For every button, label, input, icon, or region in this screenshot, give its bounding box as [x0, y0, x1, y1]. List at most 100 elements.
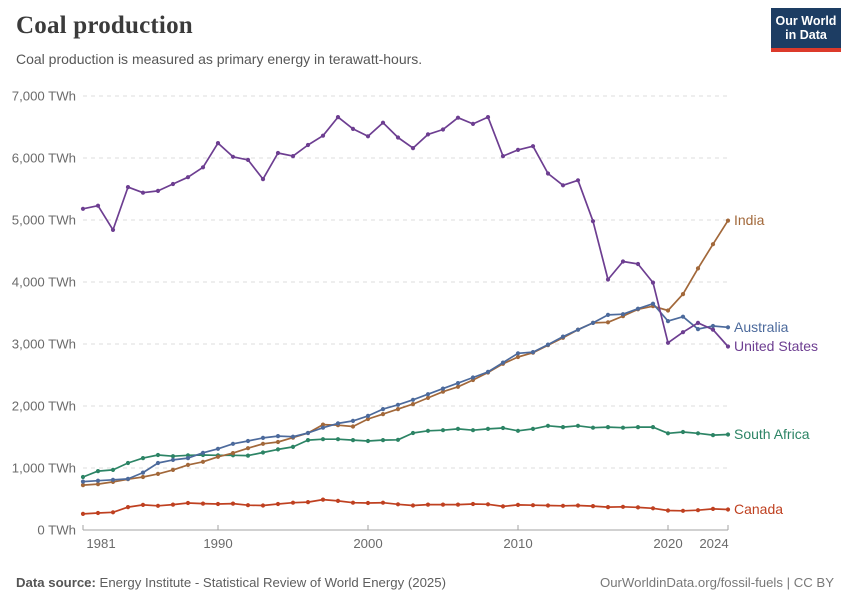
series-point-south-africa[interactable] [515, 428, 521, 433]
series-point-united-states[interactable] [200, 165, 206, 170]
series-point-united-states[interactable] [620, 259, 626, 264]
series-line-united-states[interactable] [82, 116, 729, 348]
series-point-united-states[interactable] [665, 340, 671, 345]
series-point-canada[interactable] [350, 500, 356, 505]
series-point-canada[interactable] [380, 500, 386, 505]
series-end-label-australia[interactable]: Australia [734, 319, 789, 335]
series-point-canada[interactable] [605, 505, 611, 510]
series-point-united-states[interactable] [185, 175, 191, 180]
series-line-canada[interactable] [82, 498, 729, 515]
series-point-south-africa[interactable] [500, 425, 506, 431]
series-end-label-india[interactable]: India [734, 212, 765, 228]
series-point-australia[interactable] [380, 407, 386, 412]
series-point-australia[interactable] [500, 360, 506, 365]
series-point-india[interactable] [230, 451, 236, 456]
series-point-canada[interactable] [230, 501, 236, 506]
series-point-south-africa[interactable] [695, 431, 701, 436]
series-point-south-africa[interactable] [95, 469, 101, 474]
series-point-india[interactable] [425, 395, 431, 400]
series-point-canada[interactable] [620, 504, 626, 509]
series-point-canada[interactable] [680, 508, 686, 513]
series-point-united-states[interactable] [95, 203, 101, 208]
series-point-canada[interactable] [245, 503, 251, 508]
data-source-text[interactable]: Data source: Energy Institute - Statisti… [16, 575, 446, 590]
series-point-india[interactable] [515, 354, 521, 360]
series-point-united-states[interactable] [155, 188, 161, 193]
series-point-south-africa[interactable] [275, 447, 281, 452]
series-point-south-africa[interactable] [545, 423, 551, 428]
series-point-canada[interactable] [110, 510, 116, 515]
series-point-south-africa[interactable] [470, 428, 476, 433]
series-point-australia[interactable] [395, 402, 401, 407]
series-point-united-states[interactable] [590, 219, 596, 224]
series-point-india[interactable] [185, 462, 191, 467]
series-point-canada[interactable] [410, 503, 416, 508]
series-point-canada[interactable] [170, 502, 176, 507]
series-point-south-africa[interactable] [680, 429, 686, 435]
series-point-australia[interactable] [80, 479, 86, 484]
series-point-australia[interactable] [560, 334, 566, 339]
series-point-india[interactable] [680, 292, 686, 297]
series-point-south-africa[interactable] [260, 450, 266, 455]
series-point-canada[interactable] [545, 503, 551, 508]
series-point-canada[interactable] [200, 501, 206, 506]
series-point-south-africa[interactable] [725, 432, 731, 437]
series-point-united-states[interactable] [545, 171, 551, 176]
series-point-united-states[interactable] [275, 150, 281, 156]
series-point-australia[interactable] [125, 476, 131, 481]
series-point-india[interactable] [320, 422, 326, 427]
series-point-india[interactable] [605, 320, 611, 325]
series-point-australia[interactable] [320, 425, 326, 430]
series-point-india[interactable] [350, 424, 356, 429]
series-point-australia[interactable] [530, 350, 536, 355]
series-line-india[interactable] [82, 219, 729, 486]
series-point-canada[interactable] [185, 500, 191, 506]
series-point-united-states[interactable] [110, 227, 116, 232]
series-point-united-states[interactable] [140, 190, 146, 195]
series-point-canada[interactable] [80, 511, 86, 516]
series-point-united-states[interactable] [335, 115, 341, 120]
series-point-canada[interactable] [395, 502, 401, 507]
series-point-australia[interactable] [260, 435, 266, 440]
series-point-india[interactable] [80, 483, 86, 488]
series-point-india[interactable] [395, 407, 401, 412]
series-point-canada[interactable] [485, 502, 491, 507]
series-point-united-states[interactable] [215, 141, 221, 146]
series-point-canada[interactable] [650, 506, 656, 511]
series-point-south-africa[interactable] [410, 430, 416, 436]
series-point-south-africa[interactable] [485, 426, 491, 431]
series-point-south-africa[interactable] [575, 423, 581, 428]
series-point-canada[interactable] [260, 503, 266, 508]
owid-logo[interactable]: Our World in Data [771, 8, 841, 52]
series-point-australia[interactable] [200, 450, 206, 455]
series-point-india[interactable] [200, 459, 206, 464]
series-point-australia[interactable] [680, 314, 686, 319]
series-point-united-states[interactable] [290, 154, 296, 159]
series-point-australia[interactable] [590, 320, 596, 325]
series-point-south-africa[interactable] [590, 425, 596, 430]
series-point-australia[interactable] [695, 327, 701, 332]
series-point-canada[interactable] [665, 508, 671, 513]
series-point-united-states[interactable] [125, 185, 131, 190]
series-point-australia[interactable] [170, 457, 176, 462]
series-point-india[interactable] [260, 441, 266, 446]
series-point-south-africa[interactable] [140, 456, 146, 461]
series-point-australia[interactable] [140, 470, 146, 475]
series-point-canada[interactable] [590, 504, 596, 509]
series-point-australia[interactable] [215, 446, 221, 451]
series-point-united-states[interactable] [725, 344, 731, 349]
series-point-australia[interactable] [365, 413, 371, 418]
series-point-south-africa[interactable] [620, 425, 626, 430]
series-point-united-states[interactable] [455, 115, 461, 120]
series-point-canada[interactable] [275, 501, 281, 507]
series-point-australia[interactable] [95, 478, 101, 483]
series-point-india[interactable] [380, 412, 386, 417]
series-point-australia[interactable] [440, 386, 446, 391]
series-point-canada[interactable] [695, 508, 701, 513]
series-point-australia[interactable] [605, 312, 611, 317]
series-point-south-africa[interactable] [440, 428, 446, 433]
series-point-south-africa[interactable] [605, 425, 611, 430]
series-line-australia[interactable] [82, 302, 729, 483]
series-point-canada[interactable] [155, 503, 161, 508]
series-point-south-africa[interactable] [350, 438, 356, 443]
